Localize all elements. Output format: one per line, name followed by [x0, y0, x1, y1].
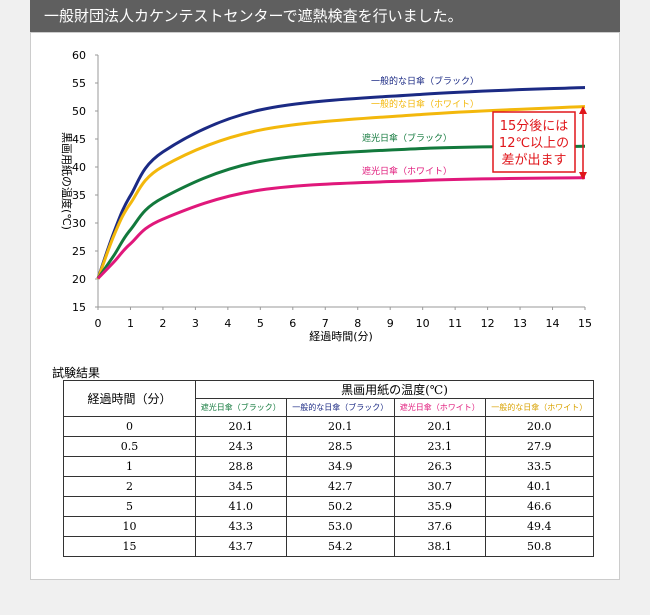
x-tick-label: 10	[416, 317, 430, 330]
y-tick-label: 30	[72, 217, 86, 230]
series-label: 遮光日傘（ホワイト）	[362, 165, 452, 177]
x-tick-label: 13	[513, 317, 527, 330]
arrow-head	[579, 106, 587, 114]
time-cell: 0	[63, 416, 196, 437]
column-header: 遮光日傘（ブラック）	[195, 398, 287, 417]
x-tick-label: 6	[289, 317, 296, 330]
header-title: 一般財団法人カケンテストセンターで遮熱検査を行いました。	[30, 0, 620, 32]
temp-cell: 28.5	[285, 436, 395, 457]
temp-cell: 30.7	[393, 476, 486, 497]
temp-cell: 33.5	[484, 456, 595, 477]
y-tick-label: 60	[72, 49, 86, 62]
temp-cell: 43.3	[195, 516, 287, 537]
temp-cell: 50.2	[285, 496, 395, 517]
table-row: 5 41.0 50.2 35.9 46.6	[63, 496, 595, 517]
y-axis-label: 黒画用紙の温度(℃)	[60, 132, 74, 230]
series-line	[96, 105, 586, 280]
temp-cell: 37.6	[393, 516, 486, 537]
row-header: 経過時間（分）	[63, 380, 196, 417]
time-cell: 2	[63, 476, 196, 497]
table-row: 15 43.7 54.2 38.1 50.8	[63, 536, 595, 557]
temp-cell: 42.7	[285, 476, 395, 497]
temp-cell: 54.2	[285, 536, 395, 557]
temp-cell: 49.4	[484, 516, 595, 537]
time-cell: 5	[63, 496, 196, 517]
series-label: 遮光日傘（ブラック）	[362, 132, 452, 144]
x-tick-label: 5	[257, 317, 264, 330]
x-tick-label: 8	[354, 317, 361, 330]
y-tick-label: 20	[72, 273, 86, 286]
temp-cell: 35.9	[393, 496, 486, 517]
y-tick-label: 50	[72, 105, 86, 118]
x-axis-label: 経過時間(分)	[309, 330, 373, 343]
temp-cell: 28.8	[195, 456, 287, 477]
y-tick-label: 45	[72, 133, 86, 146]
x-tick-label: 3	[192, 317, 199, 330]
y-tick-label: 25	[72, 245, 86, 258]
time-cell: 0.5	[63, 436, 196, 457]
annotation-text: 差が出ます	[501, 153, 566, 168]
temp-cell: 34.9	[285, 456, 395, 477]
y-tick-label: 40	[72, 161, 86, 174]
temp-cell: 26.3	[393, 456, 486, 477]
temp-cell: 34.5	[195, 476, 287, 497]
temp-cell: 38.1	[393, 536, 486, 557]
temp-cell: 20.0	[484, 416, 595, 437]
temp-cell: 43.7	[195, 536, 287, 557]
series-line	[96, 85, 586, 279]
x-tick-label: 2	[159, 317, 166, 330]
x-tick-label: 0	[95, 317, 102, 330]
y-tick-label: 15	[72, 301, 86, 314]
temp-cell: 23.1	[393, 436, 486, 457]
temp-cell: 20.1	[285, 416, 395, 437]
temp-cell: 40.1	[484, 476, 595, 497]
x-tick-label: 14	[546, 317, 560, 330]
time-cell: 15	[63, 536, 196, 557]
table-row: 2 34.5 42.7 30.7 40.1	[63, 476, 595, 497]
x-tick-label: 4	[224, 317, 231, 330]
column-header: 一般的な日傘（ホワイト）	[484, 398, 595, 417]
temp-cell: 41.0	[195, 496, 287, 517]
series-line	[96, 144, 586, 280]
column-header: 一般的な日傘（ブラック）	[285, 398, 395, 417]
series-label: 一般的な日傘（ブラック）	[371, 75, 479, 87]
column-header: 遮光日傘（ホワイト）	[393, 398, 486, 417]
table-row: 0 20.1 20.1 20.1 20.0	[63, 416, 595, 437]
temp-cell: 20.1	[195, 416, 287, 437]
chart: 黒画用紙の温度(℃) 経過時間(分) 152025303540455055600…	[60, 49, 592, 343]
table-row: 10 43.3 53.0 37.6 49.4	[63, 516, 595, 537]
temp-cell: 50.8	[484, 536, 595, 557]
table-title: 試験結果	[52, 366, 101, 380]
annotation-text: 12℃以上の	[499, 136, 569, 151]
series-label: 一般的な日傘（ホワイト）	[371, 98, 479, 110]
y-tick-label: 55	[72, 77, 86, 90]
group-header: 黒画用紙の温度(℃)	[195, 380, 594, 399]
time-cell: 1	[63, 456, 196, 477]
arrow-head	[579, 172, 587, 180]
temp-cell: 27.9	[484, 436, 595, 457]
x-tick-label: 1	[127, 317, 134, 330]
temp-cell: 53.0	[285, 516, 395, 537]
y-tick-label: 35	[72, 189, 86, 202]
annotation-text: 15分後には	[500, 119, 569, 134]
series-line	[96, 176, 586, 280]
results-table: 経過時間（分） 黒画用紙の温度(℃) 遮光日傘（ブラック） 一般的な日傘（ブラック…	[63, 380, 595, 557]
x-tick-label: 15	[578, 317, 592, 330]
x-tick-label: 9	[387, 317, 394, 330]
temp-cell: 20.1	[393, 416, 486, 437]
time-cell: 10	[63, 516, 196, 537]
temp-cell: 46.6	[484, 496, 595, 517]
annotation-box	[492, 111, 576, 173]
table-row: 1 28.8 34.9 26.3 33.5	[63, 456, 595, 477]
temp-cell: 24.3	[195, 436, 287, 457]
table-row: 0.5 24.3 28.5 23.1 27.9	[63, 436, 595, 457]
x-tick-label: 7	[322, 317, 329, 330]
x-tick-label: 12	[481, 317, 495, 330]
x-tick-label: 11	[448, 317, 462, 330]
